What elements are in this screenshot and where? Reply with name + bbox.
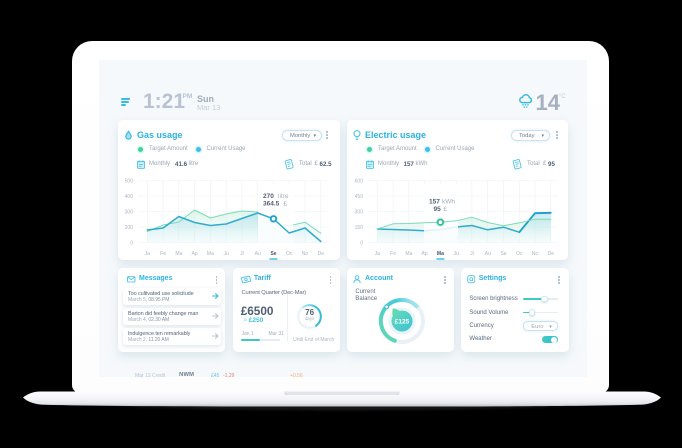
svg-text:Se: Se — [500, 251, 506, 257]
svg-text:De: De — [318, 251, 325, 257]
svg-text:£: £ — [444, 206, 448, 213]
svg-text:0: 0 — [360, 240, 363, 246]
svg-text:95: 95 — [434, 206, 442, 213]
svg-text:500: 500 — [125, 178, 134, 184]
svg-text:Se: Se — [270, 251, 276, 257]
svg-text:£125: £125 — [394, 318, 409, 325]
svg-text:De: De — [548, 251, 555, 257]
svg-text:400: 400 — [125, 193, 134, 199]
svg-text:Ma: Ma — [437, 251, 444, 257]
svg-text:Ap: Ap — [192, 251, 198, 257]
svg-text:Ju: Ju — [223, 251, 229, 257]
svg-text:200: 200 — [125, 224, 134, 230]
svg-text:157: 157 — [429, 198, 440, 205]
svg-text:£: £ — [284, 200, 288, 207]
svg-text:No: No — [302, 251, 309, 257]
svg-text:Ju: Ju — [454, 251, 460, 257]
svg-text:Jl: Jl — [470, 251, 474, 257]
svg-text:300: 300 — [355, 209, 364, 215]
svg-text:Au: Au — [255, 251, 261, 257]
svg-text:Au: Au — [485, 251, 491, 257]
svg-text:Ap: Ap — [422, 251, 428, 257]
svg-text:Fe: Fe — [160, 251, 166, 257]
svg-text:Ma: Ma — [175, 251, 182, 257]
svg-text:600: 600 — [355, 178, 364, 184]
svg-text:Jl: Jl — [240, 251, 244, 257]
svg-text:270: 270 — [263, 193, 274, 200]
svg-text:Ja: Ja — [145, 251, 151, 257]
svg-text:300: 300 — [125, 209, 134, 215]
svg-text:Ja: Ja — [375, 251, 381, 257]
svg-text:Ma: Ma — [405, 251, 412, 257]
svg-text:Oc: Oc — [516, 251, 523, 257]
svg-text:kWh: kWh — [442, 198, 455, 205]
svg-text:364.5: 364.5 — [263, 200, 280, 207]
svg-text:Ma: Ma — [207, 251, 214, 257]
svg-text:150: 150 — [355, 224, 364, 230]
svg-text:450: 450 — [355, 193, 364, 199]
svg-text:Fe: Fe — [390, 251, 396, 257]
svg-text:litre: litre — [278, 193, 289, 200]
svg-text:No: No — [532, 251, 539, 257]
svg-text:Oc: Oc — [286, 251, 293, 257]
svg-text:0: 0 — [130, 240, 133, 246]
